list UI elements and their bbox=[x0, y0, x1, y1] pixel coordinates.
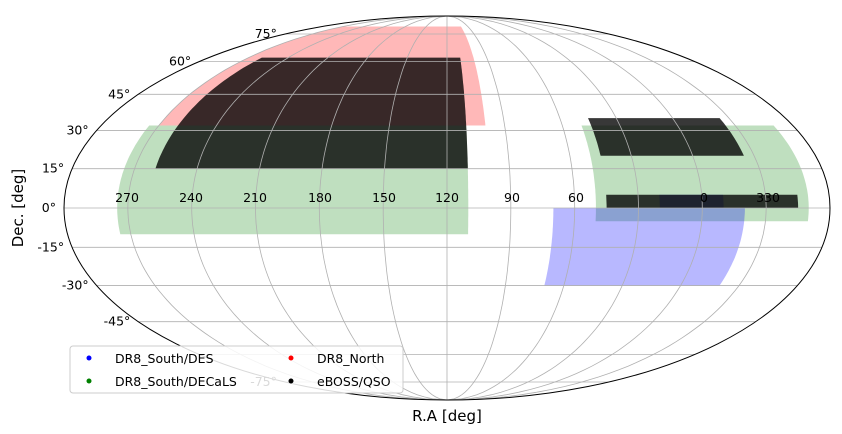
legend-marker-dr8-south-decals bbox=[86, 378, 92, 384]
ra-gridline bbox=[446, 16, 767, 400]
ra-tick-label: 270 bbox=[115, 190, 139, 205]
dec-tick-label: 45° bbox=[108, 86, 130, 101]
ra-tick-label: 180 bbox=[308, 190, 332, 205]
dec-tick-label: 60° bbox=[169, 54, 191, 69]
footprint-eboss-qso-0 bbox=[155, 57, 468, 169]
legend-label-dr8-south-des: DR8_South/DES bbox=[115, 351, 214, 366]
dec-tick-label: 30° bbox=[66, 122, 88, 137]
dec-tick-label: 0° bbox=[42, 200, 56, 215]
ra-tick-label: 150 bbox=[372, 190, 396, 205]
legend-marker-dr8-south-des bbox=[86, 355, 92, 361]
ra-gridline bbox=[382, 16, 448, 400]
ra-tick-label: 60 bbox=[568, 190, 584, 205]
footprint-dr8-south-des-0 bbox=[544, 208, 745, 286]
ra-tick-label: 90 bbox=[504, 190, 520, 205]
x-axis-label: R.A [deg] bbox=[412, 407, 482, 425]
legend-marker-eboss-qso bbox=[288, 378, 294, 384]
ra-gridline bbox=[446, 16, 576, 400]
legend: DR8_South/DES DR8_South/DECaLS DR8_North eB… bbox=[69, 345, 404, 394]
dec-tick-label: 75° bbox=[255, 26, 277, 41]
dec-tick-label: -45° bbox=[104, 314, 131, 329]
legend-marker-dr8-north bbox=[288, 355, 294, 361]
ra-gridline bbox=[446, 16, 639, 400]
ra-tick-label: 330 bbox=[756, 190, 780, 205]
ra-gridline bbox=[446, 16, 512, 400]
ra-tick-label: 0 bbox=[700, 190, 708, 205]
ra-tick-label: 240 bbox=[179, 190, 203, 205]
legend-label-dr8-south-decals: DR8_South/DECaLS bbox=[115, 374, 237, 389]
footprint-eboss-qso-1 bbox=[588, 118, 744, 156]
legend-label-eboss-qso: eBOSS/QSO bbox=[317, 374, 391, 389]
ra-gridline bbox=[446, 16, 703, 400]
dec-tick-label: -15° bbox=[37, 239, 64, 254]
data-layer bbox=[117, 26, 809, 286]
projection-boundary bbox=[63, 15, 831, 401]
ra-tick-label: 120 bbox=[435, 190, 459, 205]
dec-tick-label: 15° bbox=[42, 161, 64, 176]
legend-label-dr8-north: DR8_North bbox=[317, 351, 384, 366]
legend-frame bbox=[69, 345, 404, 394]
ra-tick-label: 210 bbox=[243, 190, 267, 205]
grid-layer bbox=[64, 16, 830, 400]
y-axis-label: Dec. [deg] bbox=[9, 169, 27, 248]
dec-tick-label: -30° bbox=[62, 278, 89, 293]
